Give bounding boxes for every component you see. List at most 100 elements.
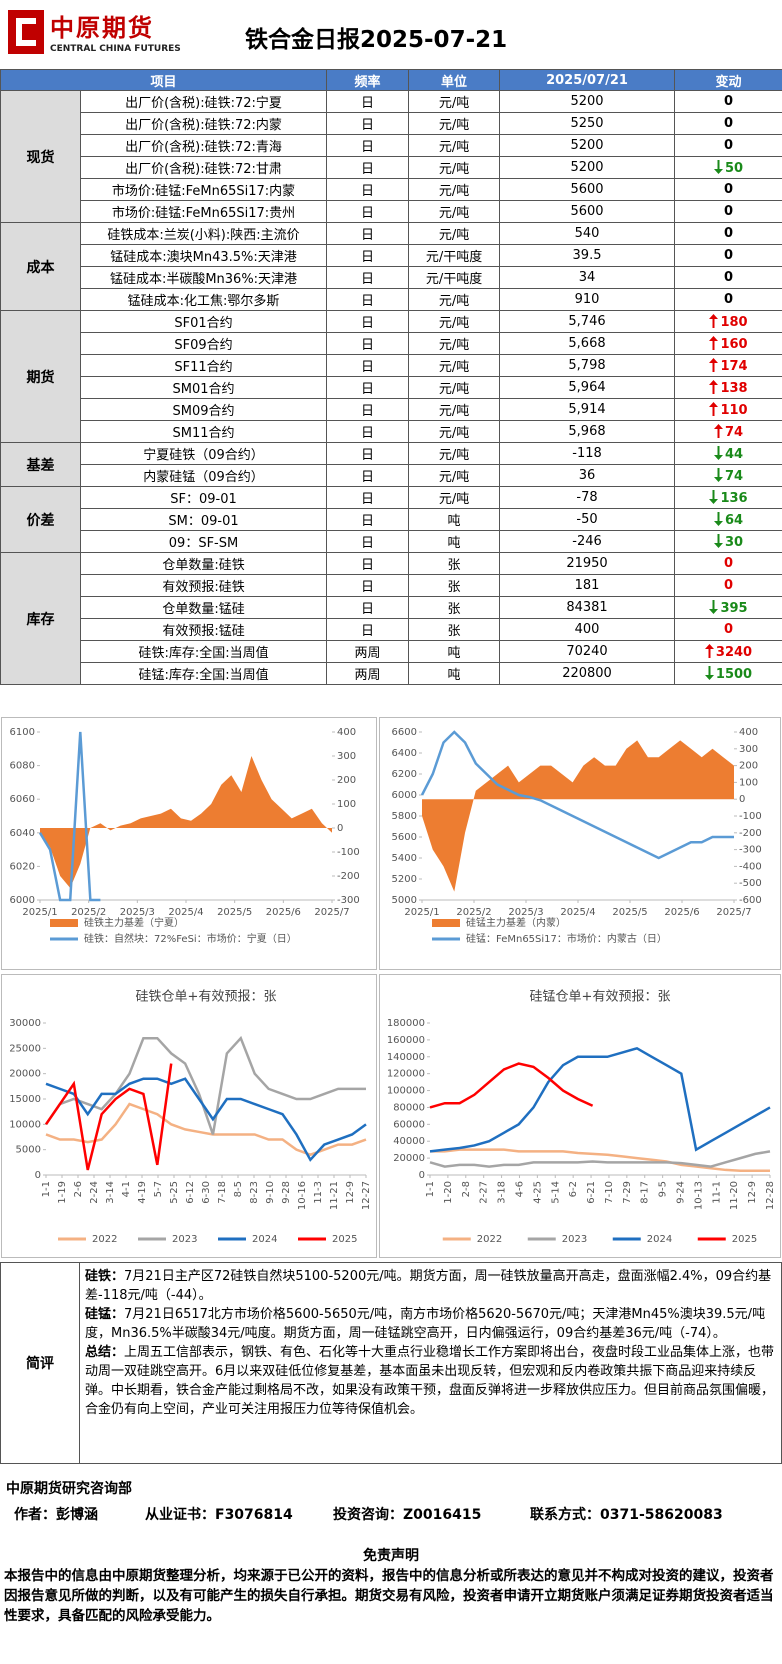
item: 有效预报:锰硅	[79, 618, 328, 641]
x-tick-label: 1-20	[443, 1181, 454, 1204]
item: 硅锰:库存:全国:当周值	[79, 662, 328, 685]
change-arrow	[709, 335, 719, 350]
value: 5,968	[499, 420, 676, 443]
y2-tick-label: -200	[337, 871, 360, 882]
x-tick-label: 12-9	[747, 1181, 758, 1204]
unit: 张	[408, 596, 501, 619]
value: 34	[499, 266, 676, 289]
table-row: 硅锰:库存:全国:当周值 两周吨 220800 1500	[1, 662, 782, 685]
change-arrow	[713, 423, 723, 438]
y2-tick-label: 200	[337, 775, 356, 786]
frequency: 日	[326, 442, 410, 465]
arrow-shape	[709, 599, 719, 614]
paragraph: 硅铁：7月21日主产区72硅铁自然块5100-5200元/吨。期货方面，周一硅铁…	[85, 1267, 775, 1305]
y2-tick-label: 0	[337, 823, 343, 834]
line	[45, 1077, 367, 1162]
change: 0	[723, 248, 734, 263]
x-tick-label: 11-1	[711, 1181, 722, 1204]
unit: 元/吨	[408, 200, 501, 223]
legend-label: 2025	[332, 1234, 357, 1245]
value: -50	[499, 508, 676, 531]
x-tick-label: 2025/5	[217, 907, 252, 918]
column-header: 2025/07/21	[499, 69, 676, 91]
change: 395	[720, 600, 748, 616]
arrow-shape	[713, 445, 723, 460]
y2-tick-label: 100	[337, 799, 356, 810]
column-header: 变动	[674, 69, 782, 91]
item: SF01合约	[79, 310, 328, 333]
unit: 张	[408, 618, 501, 641]
table-row: SM11合约日元/吨 5,968 74	[1, 420, 782, 443]
value: 5,746	[499, 310, 676, 333]
y2-tick-label: 0	[739, 794, 745, 805]
item: SM01合约	[79, 376, 328, 399]
group-label: 库存	[0, 552, 81, 685]
area	[40, 756, 332, 888]
legend-label: 硅铁主力基差（宁夏）	[84, 916, 184, 929]
x-tick-label: 1-19	[57, 1181, 68, 1204]
item: 09：SF-SM	[79, 530, 328, 553]
table-row: SM09合约日元/吨 5,914 110	[1, 398, 782, 421]
change-cell: 0	[674, 134, 782, 157]
x-tick-label: 2025/4	[560, 907, 595, 918]
y-tick-label: 20000	[9, 1069, 41, 1080]
change-cell: 1500	[674, 662, 782, 685]
x-tick-label: 11-20	[729, 1181, 740, 1210]
change: 0	[723, 204, 734, 219]
footer: 中原期货研究咨询部 作者：彭博涵 从业证书：F3076814 投资咨询：Z001…	[0, 1464, 782, 1544]
y-tick-label: 6080	[10, 761, 35, 772]
x-tick-label: 4-1	[121, 1181, 132, 1197]
table-row: 有效预报:硅铁日张 181 0	[1, 574, 782, 597]
frequency: 日	[326, 134, 410, 157]
frequency: 日	[326, 178, 410, 201]
unit: 吨	[408, 662, 501, 685]
change-cell: 395	[674, 596, 782, 619]
x-tick-label: 8-5	[233, 1181, 244, 1197]
unit: 元/吨	[408, 134, 501, 157]
item: 宁夏硅铁（09合约）	[79, 442, 328, 465]
y-tick-label: 5800	[392, 811, 417, 822]
change-arrow	[704, 643, 714, 658]
x-tick-label: 2025/7	[314, 907, 349, 918]
change: 0	[723, 578, 734, 593]
y2-tick-label: -100	[337, 847, 360, 858]
y2-tick-label: 200	[739, 761, 758, 772]
group-label: 成本	[0, 222, 81, 311]
x-tick-label: 6-12	[185, 1181, 196, 1204]
change-arrow	[713, 445, 723, 460]
group-label: 价差	[0, 486, 81, 553]
item: SF：09-01	[79, 486, 328, 509]
header: 中原期货 CENTRAL CHINA FUTURES 铁合金日报2025-07-…	[0, 0, 782, 68]
y2-tick-label: -500	[739, 878, 762, 889]
logo-subtext: CENTRAL CHINA FUTURES	[50, 44, 181, 54]
table-row: 硅铁:库存:全国:当周值 两周吨 70240 3240	[1, 640, 782, 663]
change-cell: 180	[674, 310, 782, 333]
unit: 元/干吨度	[408, 266, 501, 289]
item: 出厂价(含税):硅铁:72:宁夏	[79, 90, 328, 113]
change-arrow	[709, 401, 719, 416]
y2-tick-label: -300	[337, 895, 360, 906]
line	[44, 1063, 173, 1171]
y-tick-label: 6400	[392, 748, 417, 759]
x-tick-label: 2025/6	[664, 907, 699, 918]
change: 0	[723, 270, 734, 285]
change: 3240	[715, 644, 753, 660]
table-body: 现货 出厂价(含税):硅铁:72:宁夏日元/吨 5200 0 出厂价(含税):硅铁:72…	[0, 90, 782, 685]
y-tick-label: 6000	[392, 790, 417, 801]
unit: 吨	[408, 640, 501, 663]
frequency: 日	[326, 200, 410, 223]
value: 181	[499, 574, 676, 597]
x-tick-label: 5-25	[169, 1181, 180, 1204]
legend-label: 2023	[172, 1234, 197, 1245]
column-header: 项目	[0, 69, 328, 91]
item: 出厂价(含税):硅铁:72:甘肃	[79, 156, 328, 179]
line	[429, 1062, 594, 1109]
unit: 吨	[408, 508, 501, 531]
change: 1500	[715, 666, 753, 682]
value: 5200	[499, 134, 676, 157]
value: 5200	[499, 156, 676, 179]
y-tick-label: 160000	[387, 1035, 425, 1046]
x-tick-label: 11-21	[329, 1181, 340, 1210]
paragraph-text: 7月21日6517北方市场价格5600-5650元/吨，南方市场价格5620-5…	[85, 1307, 766, 1341]
arrow-shape	[709, 313, 719, 328]
